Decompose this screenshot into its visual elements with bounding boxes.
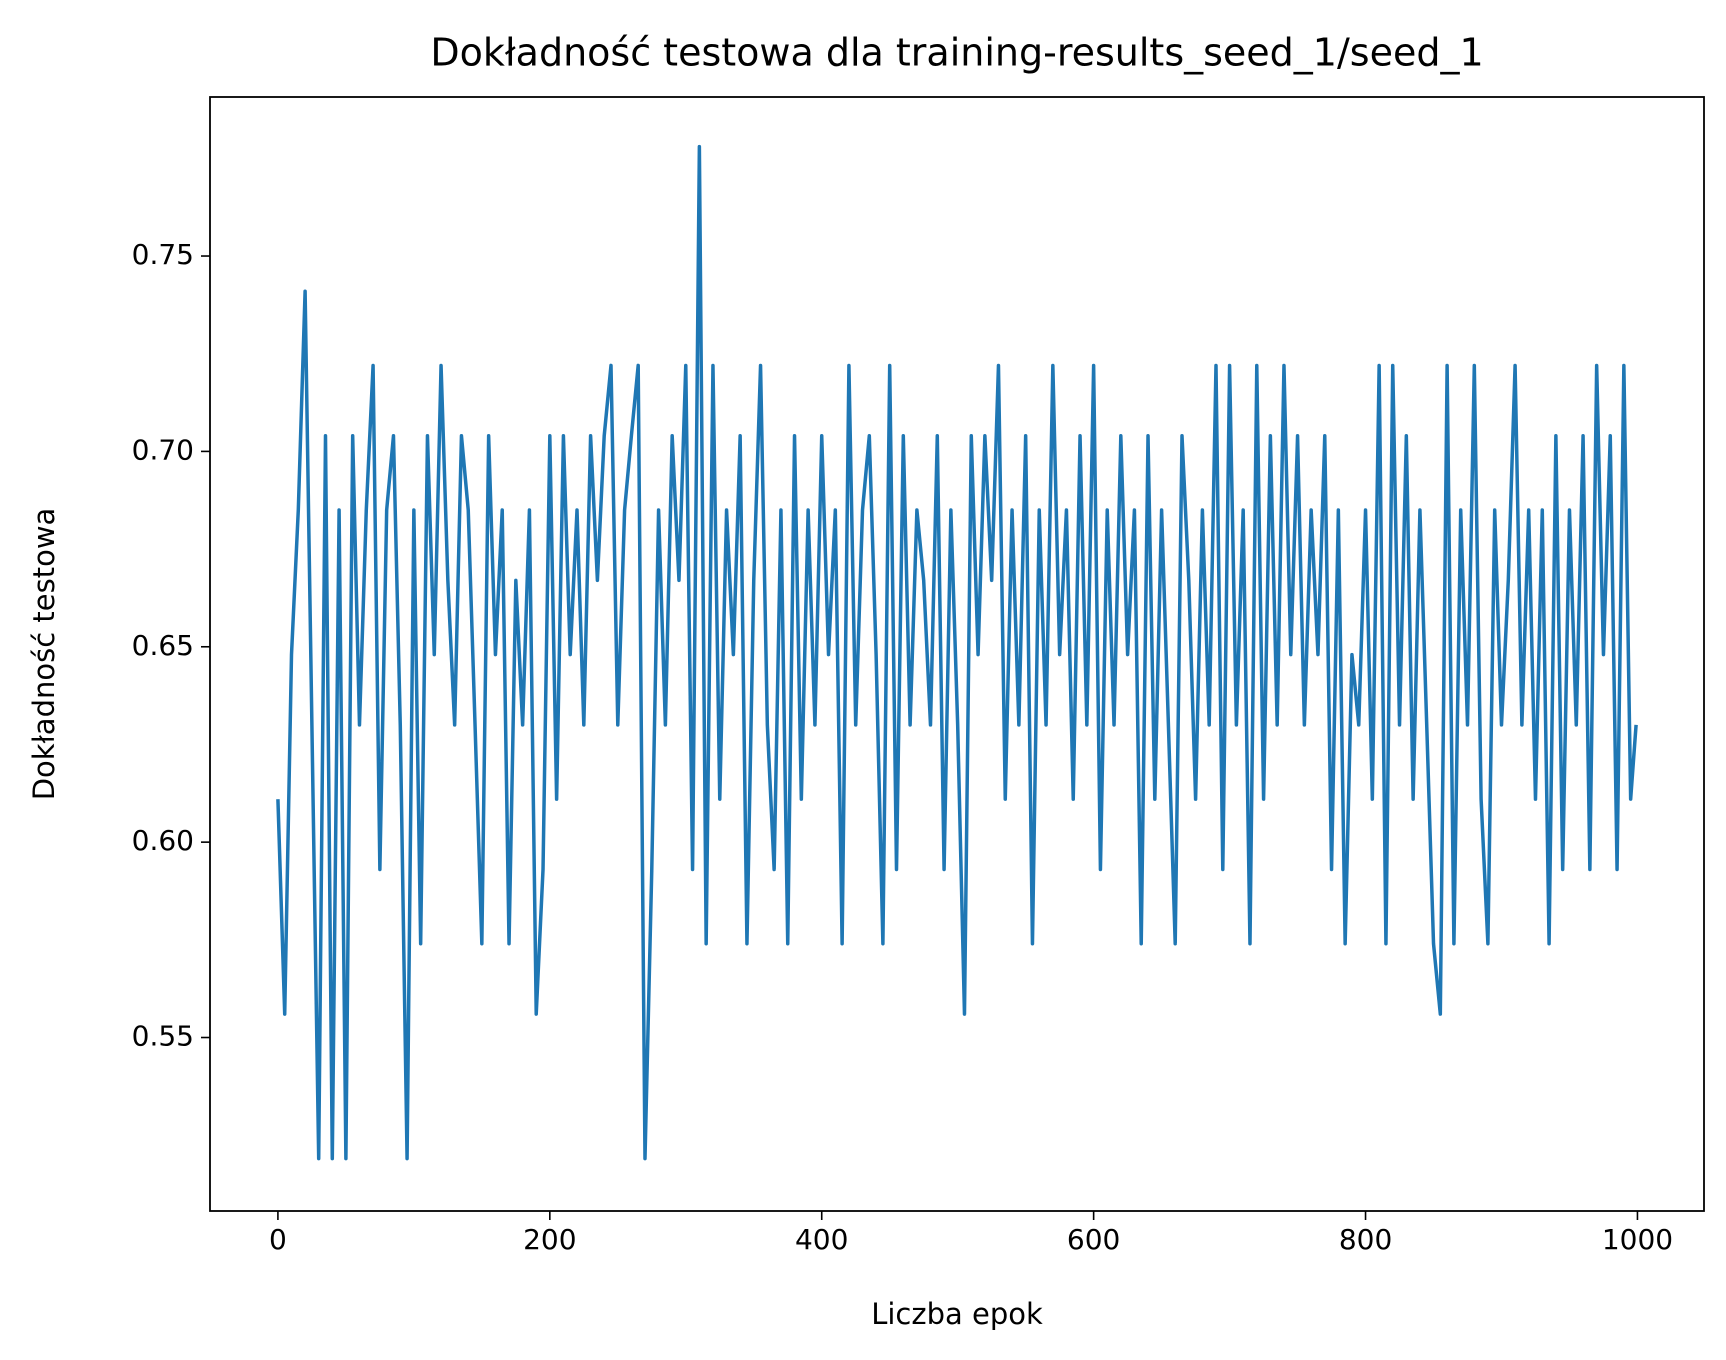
y-axis-label: Dokładność testowa <box>27 508 61 801</box>
y-tick-label: 0.70 <box>132 433 194 466</box>
chart-title: Dokładność testowa dla training-results_… <box>430 31 1483 75</box>
y-tick-label: 0.75 <box>132 238 194 271</box>
x-tick-label: 800 <box>1339 1223 1392 1256</box>
y-tick-label: 0.55 <box>132 1020 194 1053</box>
plot-frame <box>209 96 1705 1212</box>
y-tick-label: 0.60 <box>132 824 194 857</box>
x-tick-label: 600 <box>1067 1223 1120 1256</box>
x-tick-label: 0 <box>269 1223 287 1256</box>
x-tick-label: 1000 <box>1602 1223 1673 1256</box>
x-axis-label: Liczba epok <box>871 1297 1043 1331</box>
x-tick-label: 200 <box>523 1223 576 1256</box>
y-tick-label: 0.65 <box>132 629 194 662</box>
line-series <box>276 144 1638 1161</box>
x-tick-label: 400 <box>795 1223 848 1256</box>
